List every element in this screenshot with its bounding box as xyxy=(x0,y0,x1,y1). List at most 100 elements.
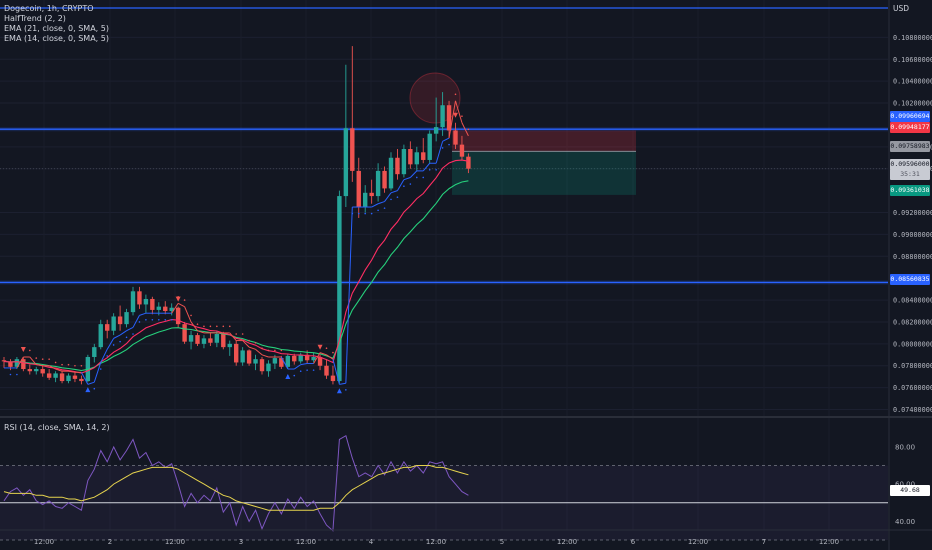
candle-body xyxy=(375,170,381,197)
candle-body xyxy=(53,373,58,378)
halftrend-line xyxy=(403,176,411,181)
halftrend-dot xyxy=(254,341,257,344)
halftrend-dot xyxy=(454,93,457,96)
halftrend-dot xyxy=(428,169,431,171)
candle-body xyxy=(285,355,290,367)
halftrend-line xyxy=(377,201,385,205)
halftrend-dot xyxy=(467,128,470,131)
candle-body xyxy=(330,375,336,382)
halftrend-dot xyxy=(448,143,450,146)
halftrend-dot xyxy=(209,325,212,328)
sell-signal-marker xyxy=(453,112,458,118)
symbol-title[interactable]: Dogecoin, 1h, CRYPTO xyxy=(4,4,94,13)
halftrend-dot xyxy=(274,349,276,352)
candle-body xyxy=(72,375,78,379)
candle-body xyxy=(246,350,252,364)
candle-body xyxy=(163,306,168,312)
candle-body xyxy=(433,127,439,134)
halftrend-dot xyxy=(248,339,250,342)
buy-signal-marker xyxy=(336,388,342,394)
halftrend-line xyxy=(177,302,185,308)
candle-body xyxy=(408,149,413,165)
rsi-line xyxy=(3,434,469,532)
halftrend-line xyxy=(345,207,353,384)
buy-signal-marker xyxy=(285,374,291,380)
halftrend-line xyxy=(319,352,327,356)
candle-body xyxy=(266,363,271,372)
price-axis-tick: 0.08800000 xyxy=(893,253,932,261)
halftrend-dot xyxy=(125,336,128,339)
halftrend-dot xyxy=(74,364,76,367)
price-axis-tick: 0.07600000 xyxy=(893,384,932,392)
ema21-legend[interactable]: EMA (21, close, 0, SMA, 5) xyxy=(4,24,109,33)
candle-body xyxy=(195,335,200,344)
candle-body xyxy=(21,359,26,370)
time-axis-tick: 12:00 xyxy=(688,538,708,546)
candle-body xyxy=(317,356,323,366)
halftrend-dot xyxy=(441,147,444,149)
halftrend-dot xyxy=(158,318,160,321)
halftrend-dot xyxy=(119,340,121,343)
price-label-line-top: 0.09960694 xyxy=(890,111,930,122)
candle-body xyxy=(175,307,181,325)
halftrend-line xyxy=(113,334,121,339)
currency-label[interactable]: USD xyxy=(893,4,910,13)
position-target-zone xyxy=(452,151,636,195)
halftrend-dot xyxy=(345,389,347,391)
halftrend-dot xyxy=(306,369,308,371)
candlestick-series[interactable] xyxy=(1,46,471,385)
halftrend-line xyxy=(190,321,198,332)
ema21-line xyxy=(3,180,469,372)
price-axis-tick: 0.10600000 xyxy=(893,56,932,64)
candle-body xyxy=(130,291,136,313)
candle-body xyxy=(350,128,355,171)
halftrend-line xyxy=(455,100,463,123)
ema14-legend[interactable]: EMA (14, close, 0, SMA, 5) xyxy=(4,34,109,43)
candle-body xyxy=(388,157,394,189)
candle-body xyxy=(401,149,407,175)
halftrend-dot xyxy=(170,318,173,321)
halftrend-line xyxy=(422,162,431,172)
candle-body xyxy=(292,355,297,362)
halftrend-dot xyxy=(235,333,237,335)
candle-body xyxy=(8,361,13,367)
halftrend-line xyxy=(36,364,43,367)
rsi-panel[interactable] xyxy=(0,434,888,541)
halftrend-dot xyxy=(222,325,225,328)
halftrend-dot xyxy=(377,209,379,212)
candle-body xyxy=(1,360,7,362)
halftrend-dot xyxy=(370,212,373,215)
halftrend-line xyxy=(326,354,334,360)
price-label-line-bottom: 0.08560835 xyxy=(890,274,930,285)
halftrend-line xyxy=(29,356,37,365)
rsi-legend[interactable]: RSI (14, close, SMA, 14, 2) xyxy=(4,423,110,432)
halftrend-legend[interactable]: HalfTrend (2, 2) xyxy=(4,14,66,23)
halftrend-dot xyxy=(216,325,218,328)
symbol-legend[interactable]: Dogecoin, 1h, CRYPTO xyxy=(4,4,94,14)
candle-body xyxy=(279,358,284,367)
halftrend-line xyxy=(313,352,321,364)
halftrend-line xyxy=(87,381,95,385)
buy-signal-marker xyxy=(85,387,91,393)
price-axis-tick: 0.10200000 xyxy=(893,100,932,108)
halftrend-line xyxy=(171,303,179,314)
halftrend-line xyxy=(68,370,76,373)
price-label-entry: 0.09758983 xyxy=(890,141,930,152)
halftrend-line xyxy=(409,170,418,178)
candle-body xyxy=(459,144,465,157)
candle-body xyxy=(92,347,97,357)
time-axis-tick: 2 xyxy=(108,538,112,546)
halftrend-dot xyxy=(35,357,38,359)
candle-body xyxy=(98,324,103,348)
halftrend-line xyxy=(442,137,450,142)
halftrend-line xyxy=(261,354,269,358)
halftrend-line xyxy=(48,365,56,370)
candle-body xyxy=(421,152,426,160)
candle-body xyxy=(188,335,194,342)
halftrend-dot xyxy=(312,369,315,371)
candle-body xyxy=(356,170,361,208)
halftrend-line xyxy=(55,368,63,372)
candle-body xyxy=(59,373,65,382)
